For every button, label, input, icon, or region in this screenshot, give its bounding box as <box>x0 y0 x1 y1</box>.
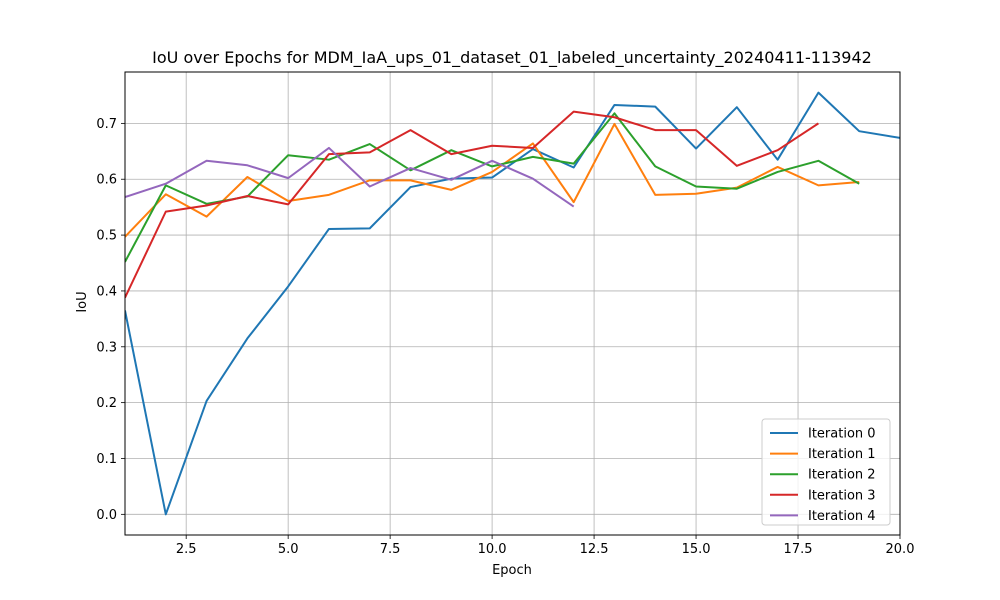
x-tick-label: 20.0 <box>886 542 915 557</box>
series-line-iteration-3 <box>125 110 819 299</box>
legend-label: Iteration 4 <box>808 509 876 524</box>
x-tick-label: 7.5 <box>380 542 401 557</box>
y-tick-label: 0.4 <box>96 284 117 299</box>
x-tick-label: 10.0 <box>478 542 507 557</box>
x-tick-label: 17.5 <box>784 542 813 557</box>
series-lines <box>125 91 900 516</box>
legend-label: Iteration 1 <box>808 447 876 462</box>
x-axis-ticks: 2.5 5.0 7.5 10.0 12.5 15.0 17.5 20.0 <box>176 535 915 557</box>
series-line-iteration-1 <box>125 122 860 238</box>
x-tick-label: 12.5 <box>580 542 609 557</box>
y-tick-label: 0.2 <box>96 396 117 411</box>
legend-label: Iteration 0 <box>808 427 876 442</box>
y-tick-label: 0.0 <box>96 508 117 523</box>
legend-label: Iteration 2 <box>808 468 876 483</box>
series-line-iteration-4 <box>125 146 575 208</box>
chart-title: IoU over Epochs for MDM_IaA_ups_01_datas… <box>152 48 872 68</box>
plot-frame <box>124 71 901 536</box>
x-tick-label: 5.0 <box>278 542 299 557</box>
y-tick-label: 0.6 <box>96 173 117 188</box>
y-tick-label: 0.3 <box>96 340 117 355</box>
legend-label: Iteration 3 <box>808 488 876 503</box>
legend-box <box>761 418 891 526</box>
x-tick-label: 2.5 <box>176 542 197 557</box>
y-axis-label: IoU <box>75 291 90 312</box>
series-line-iteration-0 <box>125 91 900 516</box>
y-tick-label: 0.7 <box>96 117 117 132</box>
legend: Iteration 0 Iteration 1 Iteration 2 Iterati… <box>761 418 891 526</box>
y-tick-label: 0.5 <box>96 229 117 244</box>
y-tick-label: 0.1 <box>96 452 117 467</box>
y-axis-ticks: 0.0 0.1 0.2 0.3 0.4 0.5 0.6 0.7 <box>96 117 125 523</box>
x-tick-label: 15.0 <box>682 542 711 557</box>
x-axis-label: Epoch <box>492 563 532 578</box>
